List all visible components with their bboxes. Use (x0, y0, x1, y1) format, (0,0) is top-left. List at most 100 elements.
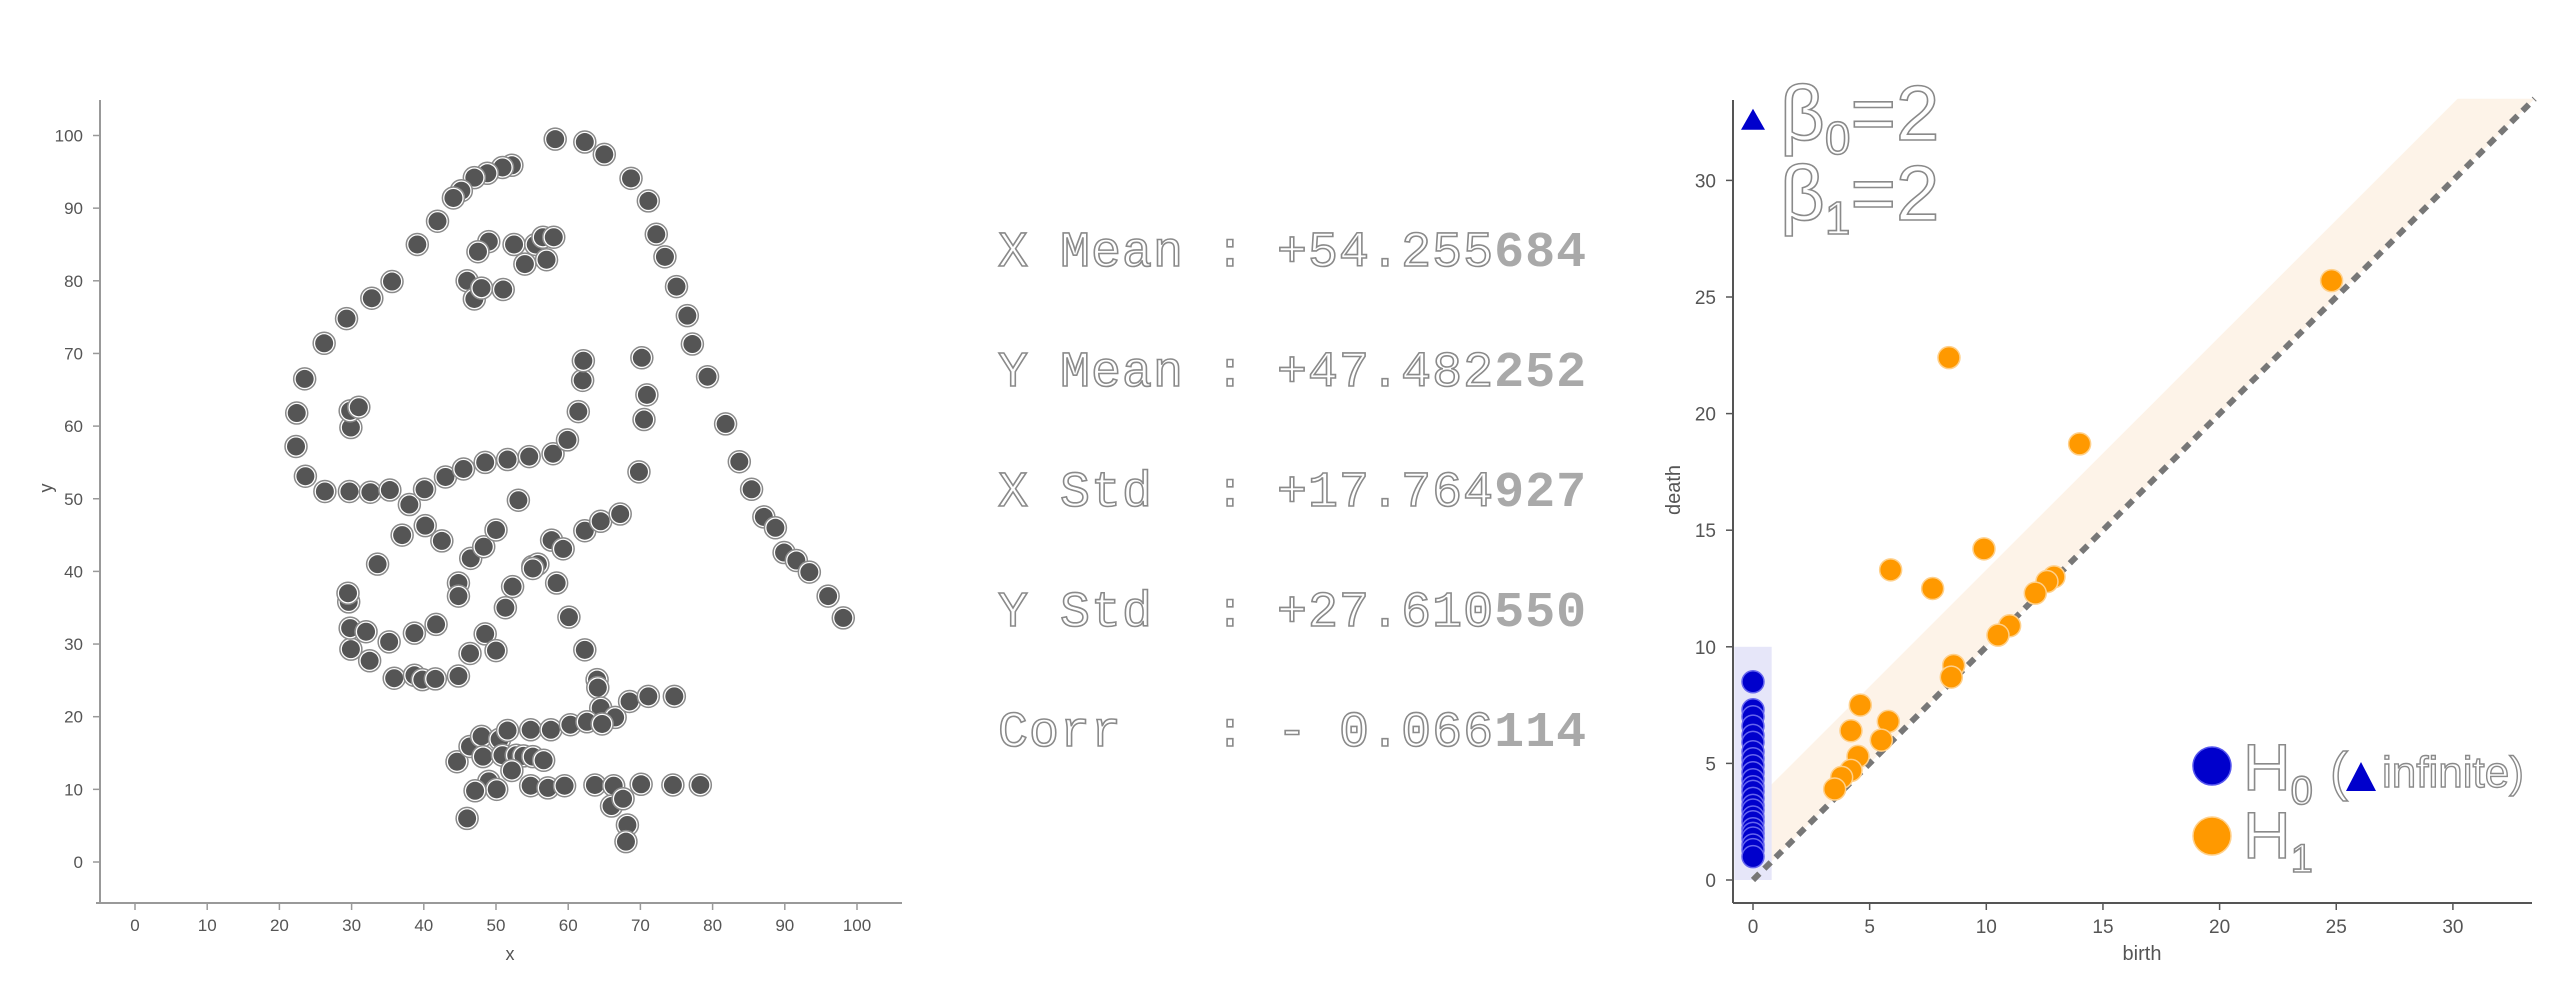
data-point (678, 306, 697, 325)
legend-infinite-label: infinite) (2382, 748, 2524, 797)
death-tick-label: 10 (1695, 638, 1716, 659)
data-point (472, 279, 491, 298)
data-point (541, 720, 560, 739)
data-point (834, 608, 853, 627)
data-point (487, 641, 505, 660)
data-point (635, 410, 654, 429)
data-point (400, 495, 419, 514)
data-point (593, 714, 612, 733)
data-point (546, 130, 565, 149)
legend-h0-subscript: 0 (2291, 769, 2313, 813)
data-point (494, 280, 513, 299)
stat-row: X Mean : +54.255684 (997, 224, 1588, 283)
y-tick-label: 0 (74, 853, 83, 872)
betti-numbers: β0=2β1=2 (1779, 68, 1940, 245)
legend-h0-label: H0 (2243, 730, 2313, 813)
y-tick-label: 100 (55, 127, 83, 146)
data-point (616, 832, 635, 851)
data-point (458, 809, 477, 828)
data-point (515, 255, 534, 274)
stat-value-varying: 927 (1494, 465, 1588, 522)
data-point (573, 371, 592, 390)
data-point (416, 516, 435, 535)
data-point (632, 775, 651, 794)
data-point (341, 640, 360, 659)
data-point (315, 482, 334, 501)
data-point (547, 574, 566, 593)
stat-value-varying: 684 (1494, 225, 1588, 282)
h1-point (2023, 581, 2048, 605)
data-point (472, 727, 491, 746)
h1-point (1937, 345, 1961, 370)
y-tick-label: 10 (64, 780, 83, 799)
birth-tick-label: 0 (1748, 917, 1759, 938)
h1-point (1939, 665, 1964, 689)
death-tick-label: 5 (1705, 754, 1716, 775)
h1-point (1972, 537, 1996, 561)
betti-value: =2 (1850, 149, 1939, 237)
data-point (558, 430, 577, 449)
h1-point (1822, 777, 1847, 801)
data-point (337, 309, 356, 328)
data-point (683, 335, 702, 354)
data-point (611, 505, 630, 524)
birth-tick-label: 15 (2092, 917, 2113, 938)
betti-subscript: 0 (1825, 112, 1851, 164)
birth-tick-label: 10 (1976, 917, 1997, 938)
legend-h1-label: H1 (2243, 798, 2313, 881)
stat-label: Y Std (997, 584, 1185, 643)
betti-symbol: β (1780, 69, 1825, 157)
data-point (474, 747, 493, 766)
stat-value-varying: 114 (1494, 705, 1588, 762)
h1-point (1869, 728, 1894, 752)
x-tick-label: 40 (414, 916, 433, 935)
legend-h1-subscript: 1 (2291, 837, 2313, 881)
stat-label: Corr (997, 704, 1185, 763)
legend-infinite-text: infinite (2382, 748, 2509, 797)
stat-separator: : (1184, 704, 1278, 763)
stat-row: Corr : - 0.066114 (997, 704, 1588, 763)
data-point (436, 467, 455, 486)
data-point (468, 242, 487, 261)
data-point (639, 191, 658, 210)
data-point (819, 587, 838, 606)
x-tick-label: 100 (843, 916, 871, 935)
data-point (520, 447, 539, 466)
h1-point (1920, 576, 1945, 601)
stat-label: X Std (997, 464, 1185, 523)
data-point (544, 444, 563, 463)
data-point (691, 775, 710, 794)
data-point (454, 459, 473, 478)
stat-row: Y Std : +27.610550 (997, 584, 1587, 643)
y-axis-label: y (36, 484, 56, 493)
birth-tick-label: 25 (2326, 917, 2347, 938)
data-point (426, 669, 445, 688)
legend-h1-name: H (2243, 798, 2291, 872)
data-point (629, 462, 648, 481)
data-point (474, 537, 493, 556)
legend-close-paren: ) (2509, 748, 2524, 797)
data-point (663, 775, 682, 794)
y-tick-label: 30 (64, 635, 83, 654)
data-point (555, 776, 574, 795)
data-point (287, 404, 306, 423)
y-tick-label: 90 (64, 199, 83, 218)
legend-h1-marker (2192, 816, 2232, 856)
data-point (461, 644, 480, 663)
data-point (561, 715, 580, 734)
data-point (509, 491, 528, 510)
data-point (466, 781, 485, 800)
data-point (637, 385, 656, 404)
data-point (588, 678, 607, 697)
y-tick-label: 40 (64, 562, 83, 581)
stat-label: Y Mean (997, 344, 1185, 403)
x-tick-label: 80 (703, 916, 722, 935)
y-tick-label: 20 (64, 708, 83, 727)
x-tick-label: 10 (198, 916, 217, 935)
h1-point (1848, 693, 1873, 717)
data-point (465, 168, 484, 187)
data-point (667, 277, 686, 296)
data-point (393, 526, 412, 545)
data-point (595, 145, 614, 164)
